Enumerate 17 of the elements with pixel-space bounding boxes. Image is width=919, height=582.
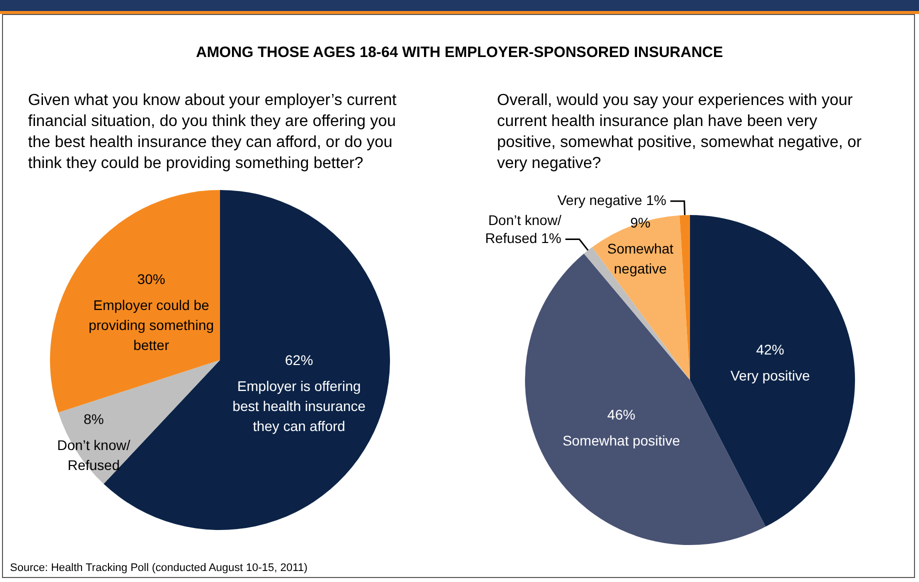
slice-label: Employer could be providing something better (88, 296, 214, 353)
chart-title: Given what you know about your employer’s current financial situation, do you think they are offering you the best health insurance they can afford, or do you think they could be providing something better? (28, 91, 398, 174)
data-label: 46% (607, 406, 636, 423)
slice-label: Don’t know/ Refused 1% (485, 212, 562, 246)
data-label: 62% (285, 352, 314, 368)
data-label: 42% (756, 341, 784, 358)
chart-title: Overall, would you say your experiences with your current health insurance plan have been very positive, somewhat positive, somewhat negative, or very negative? (497, 91, 863, 174)
slice-label: Employer is offering best health insurance they can afford (232, 378, 366, 434)
slice-label: Somewhat positive (562, 432, 680, 449)
slice-label: Very negative 1% (557, 192, 666, 208)
slice-label: Very positive (730, 367, 810, 384)
slice-label: Somewhat negative (607, 240, 674, 276)
data-label: 30% (137, 270, 166, 287)
source-note: Source: Health Tracking Poll (conducted August 10-15, 2011) (10, 562, 308, 574)
data-label: 8% (84, 411, 104, 428)
slice-label: Don’t know/ Refused (57, 437, 130, 474)
text: AMONG THOSE AGES 18-64 WITH EMPLOYER-SPONSORED INSURANCE (194, 44, 724, 61)
